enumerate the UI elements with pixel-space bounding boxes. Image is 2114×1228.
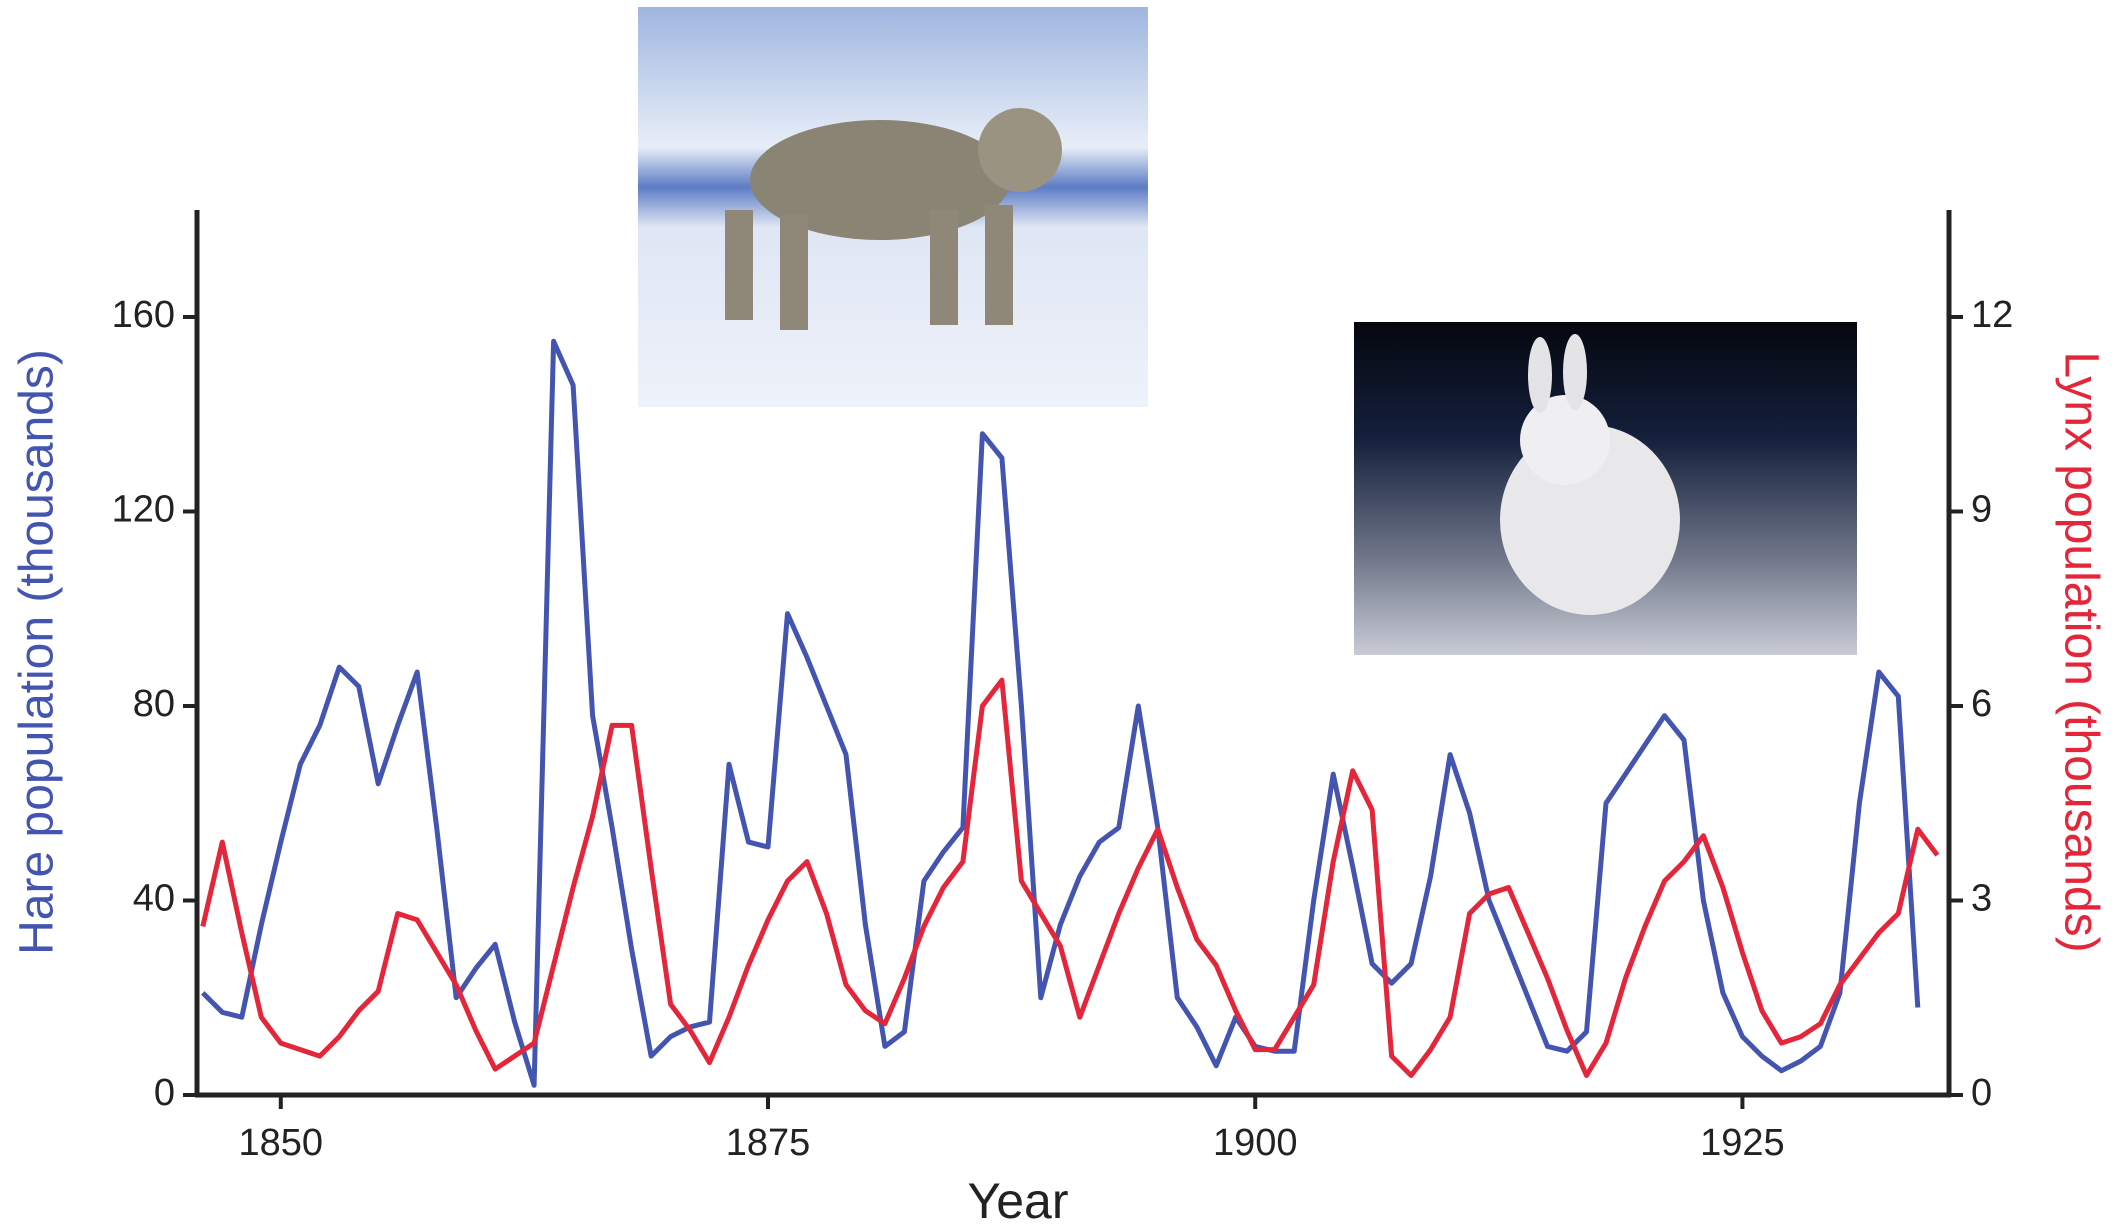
y-tick-label: 120: [112, 489, 175, 531]
y-tick-label: 80: [133, 683, 175, 725]
y2-axis-label: Lynx population (thousands): [2054, 351, 2107, 952]
y2-tick-label: 9: [1971, 489, 1992, 531]
y2-tick-label: 0: [1971, 1072, 1992, 1114]
x-tick-label: 1875: [726, 1122, 811, 1164]
y2-tick-label: 6: [1971, 683, 1992, 725]
x-axis-label: Year: [967, 1173, 1068, 1228]
series-line: [203, 680, 1938, 1075]
lynx-photo: [638, 7, 1148, 407]
y-tick-label: 0: [154, 1072, 175, 1114]
hare-photo: [1354, 322, 1857, 655]
y-axis-label: Hare population (thousands): [11, 349, 64, 955]
y2-tick-label: 3: [1971, 878, 1992, 920]
y-tick-label: 40: [133, 878, 175, 920]
chart: Year Hare population (thousands) Lynx po…: [0, 0, 2114, 1228]
x-tick-label: 1850: [239, 1122, 324, 1164]
y2-tick-label: 12: [1971, 294, 2013, 336]
x-tick-label: 1900: [1213, 1122, 1298, 1164]
y-tick-label: 160: [112, 294, 175, 336]
x-tick-label: 1925: [1700, 1122, 1785, 1164]
